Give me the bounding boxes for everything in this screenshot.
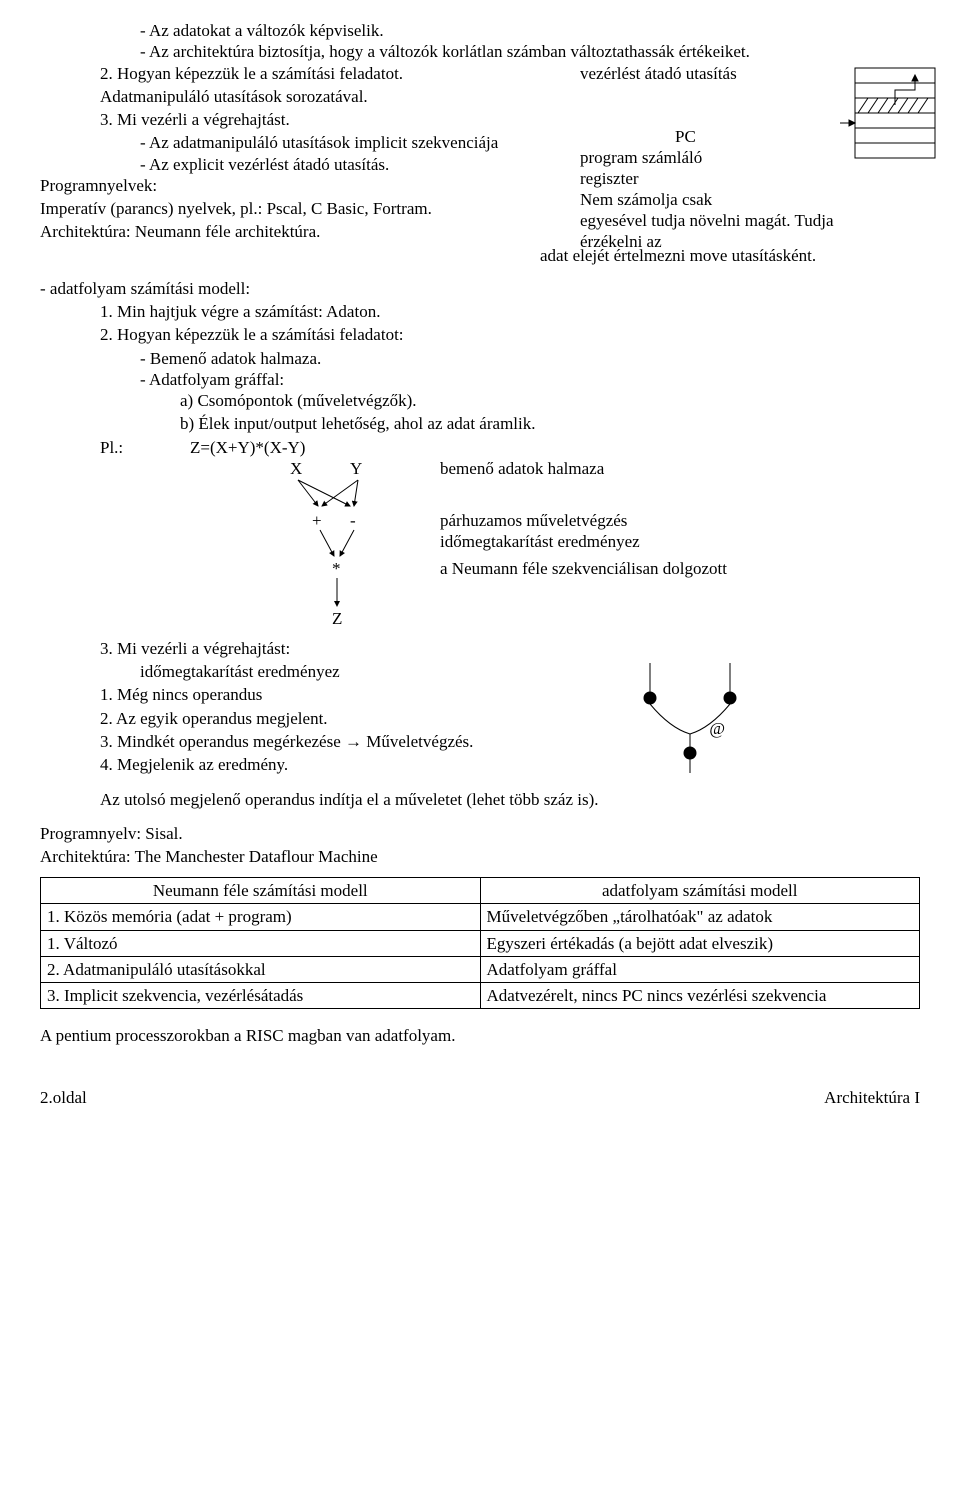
graph-r3: időmegtakarítást eredményez	[440, 531, 640, 552]
arch-line2: Architektúra: The Manchester Dataflour M…	[40, 846, 920, 867]
step-2: 2. Az egyik operandus megjelent.	[100, 708, 920, 729]
sub1-right: PC	[675, 126, 696, 147]
cell-2b: Egyszeri értékadás (a bejött adat elvesz…	[480, 930, 920, 956]
n2-text: Hogyan képezzük le a számítási feladatot…	[117, 64, 403, 83]
m-num-3: 3.	[100, 639, 117, 658]
graph-minus: -	[350, 510, 356, 531]
num-3: 3.	[100, 110, 117, 129]
dataflow-title: - adatfolyam számítási modell:	[40, 278, 920, 299]
n2-right: vezérlést átadó utasítás	[580, 63, 737, 84]
cell-4b: Adatvezérelt, nincs PC nincs vezérlési s…	[480, 983, 920, 1009]
at-symbol: @	[709, 718, 725, 739]
pl-label: Pl.:	[100, 438, 123, 457]
cell-4a: 3. Implicit szekvencia, vezérlésátadás	[41, 983, 481, 1009]
bottom-section: Programnyelv: Sisal. Architektúra: The M…	[40, 823, 920, 1047]
adatman-line: Adatmanipuláló utasítások sorozatával.	[100, 86, 660, 107]
i3-text: Mi vezérli a végrehajtást:	[117, 639, 290, 658]
prog-label: Programnyelvek:	[40, 175, 660, 196]
th-1: Neumann féle számítási modell	[41, 878, 481, 904]
m-num-1: 1.	[100, 302, 117, 321]
graph-r4: a Neumann féle szekvenciálisan dolgozott	[440, 558, 727, 579]
top-section: Az adatokat a változók képviselik. Az ar…	[40, 20, 920, 266]
operand-diagram	[610, 658, 770, 778]
cell-2a: 1. Változó	[41, 930, 481, 956]
step-3: 3. Mindkét operandus megérkezése → Művel…	[100, 731, 920, 752]
graph-X: X	[290, 458, 302, 479]
graph-Z: Z	[332, 608, 342, 629]
i3-sub: időmegtakarítást eredményez	[140, 661, 920, 682]
step-1: 1. Még nincs operandus	[100, 684, 920, 705]
bullet-1: Az adatokat a változók képviselik.	[140, 20, 920, 41]
page-footer: 2.oldal Architektúra I	[40, 1087, 920, 1108]
graph-r1: bemenő adatok halmaza	[440, 458, 604, 479]
sub2-right: program számláló	[580, 147, 702, 168]
cell-3a: 2. Adatmanipuláló utasításokkal	[41, 956, 481, 982]
footer-right: Architektúra I	[824, 1087, 920, 1108]
i2b-a-num: a)	[180, 391, 197, 410]
comparison-table: Neumann féle számítási modell adatfolyam…	[40, 877, 920, 1009]
step-4: 4. Megjelenik az eredmény.	[100, 754, 920, 775]
prog-lang: Programnyelv: Sisal.	[40, 823, 920, 844]
last-line: Az utolsó megjelenő operandus indítja el…	[100, 789, 920, 810]
i2b: Adatfolyam gráffal:	[140, 369, 920, 390]
imp-right: Nem számolja csak	[580, 189, 712, 210]
cell-3b: Adatfolyam gráffal	[480, 956, 920, 982]
m-num-2: 2.	[100, 325, 117, 344]
cell-1a: 1. Közös memória (adat + program)	[41, 904, 481, 930]
formula: Z=(X+Y)*(X-Y)	[190, 438, 305, 457]
graph-Y: Y	[350, 458, 362, 479]
n3-text: Mi vezérli a végrehajtást.	[117, 110, 290, 129]
arch-right: egyesével tudja növelni magát. Tudja érz…	[580, 210, 840, 253]
arch-line: Architektúra: Neumann féle architektúra.	[40, 221, 660, 242]
graph-star: *	[332, 558, 341, 579]
i2-text: Hogyan képezzük le a számítási feladatot…	[117, 325, 404, 344]
i2a: Bemenő adatok halmaza.	[140, 348, 920, 369]
num-2: 2.	[100, 64, 117, 83]
cell-1b: Műveletvégzőben „tárolhatóak" az adatok	[480, 904, 920, 930]
th-2: adatfolyam számítási modell	[480, 878, 920, 904]
footer-left: 2.oldal	[40, 1087, 87, 1108]
pentium-line: A pentium processzorokban a RISC magban …	[40, 1025, 920, 1046]
memory-diagram	[840, 63, 940, 173]
prog-right: regiszter	[580, 168, 639, 189]
i2b-a: Csomópontok (műveletvégzők).	[197, 391, 416, 410]
imperative-line: Imperatív (parancs) nyelvek, pl.: Pscal,…	[40, 198, 660, 219]
bullet-2: Az architektúra biztosítja, hogy a válto…	[140, 41, 920, 62]
i1-text: Min hajtjuk végre a számítást: Adaton.	[117, 302, 380, 321]
i2b-b: Élek input/output lehetőség, ahol az ada…	[198, 414, 535, 433]
mid-section: - adatfolyam számítási modell: 1. Min ha…	[40, 278, 920, 811]
graph-plus: +	[312, 510, 322, 531]
graph-r2: párhuzamos műveletvégzés	[440, 510, 627, 531]
i2b-b-num: b)	[180, 414, 198, 433]
